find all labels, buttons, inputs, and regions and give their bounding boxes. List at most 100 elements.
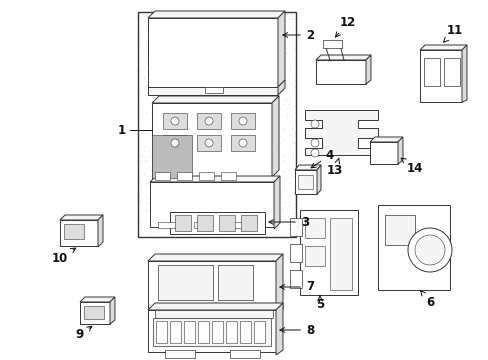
Point — [204, 160, 212, 166]
Bar — [212, 321, 223, 343]
Point — [166, 53, 174, 59]
Point — [194, 87, 202, 93]
Point — [187, 11, 195, 17]
Point — [256, 156, 264, 162]
Point — [281, 17, 288, 22]
Point — [200, 41, 207, 46]
Point — [263, 71, 270, 76]
Point — [172, 37, 180, 42]
Point — [280, 152, 287, 158]
Point — [210, 21, 218, 27]
Point — [225, 174, 233, 179]
Point — [231, 12, 239, 18]
Point — [142, 129, 150, 135]
Point — [288, 126, 296, 132]
Point — [172, 161, 180, 167]
Point — [279, 126, 286, 132]
Point — [144, 121, 152, 126]
Point — [185, 15, 193, 21]
Point — [226, 20, 234, 26]
Point — [158, 35, 165, 41]
Point — [290, 47, 298, 53]
Point — [191, 190, 199, 196]
Point — [184, 143, 192, 149]
Point — [286, 172, 294, 177]
Point — [266, 34, 274, 40]
Point — [183, 184, 190, 189]
Point — [260, 167, 268, 173]
Point — [285, 184, 293, 190]
Point — [160, 197, 167, 202]
Point — [179, 61, 187, 67]
Point — [196, 221, 203, 227]
Point — [144, 199, 152, 204]
Bar — [152, 103, 271, 178]
Point — [245, 183, 253, 188]
Polygon shape — [315, 55, 370, 60]
Point — [155, 91, 163, 96]
Point — [170, 149, 178, 155]
Point — [240, 157, 247, 163]
Point — [160, 154, 168, 160]
Point — [261, 165, 268, 171]
Point — [288, 222, 296, 228]
Point — [257, 26, 265, 32]
Point — [208, 120, 216, 126]
Point — [222, 29, 230, 35]
Point — [160, 35, 167, 40]
Bar — [148, 18, 278, 90]
Bar — [241, 215, 257, 231]
Point — [291, 83, 299, 89]
Point — [159, 144, 167, 150]
Point — [245, 198, 253, 204]
Point — [276, 106, 284, 112]
Point — [224, 198, 232, 204]
Point — [241, 66, 249, 71]
Point — [244, 28, 251, 34]
Point — [250, 33, 258, 39]
Point — [187, 167, 195, 172]
Point — [225, 84, 233, 90]
Point — [224, 216, 232, 222]
Point — [207, 192, 215, 198]
Point — [209, 93, 217, 99]
Bar — [305, 246, 325, 266]
Point — [276, 75, 284, 81]
Point — [262, 49, 270, 55]
Point — [275, 166, 283, 171]
Point — [142, 87, 150, 93]
Point — [183, 135, 191, 141]
Point — [159, 129, 167, 135]
Point — [196, 167, 203, 172]
Point — [135, 88, 142, 94]
Point — [223, 96, 231, 102]
Point — [200, 109, 207, 115]
Point — [215, 137, 223, 143]
Point — [218, 10, 226, 16]
Point — [137, 183, 145, 189]
Point — [138, 136, 146, 142]
Point — [174, 130, 182, 136]
Point — [254, 43, 262, 49]
Point — [223, 62, 231, 68]
Point — [150, 229, 158, 235]
Point — [235, 19, 243, 25]
Point — [266, 139, 274, 145]
Point — [165, 145, 173, 150]
Point — [281, 33, 288, 39]
Point — [164, 57, 172, 63]
Point — [222, 141, 230, 147]
Point — [236, 126, 244, 132]
Point — [187, 87, 195, 93]
Point — [219, 212, 227, 218]
Point — [180, 72, 188, 78]
Text: 2: 2 — [282, 28, 313, 41]
Point — [256, 168, 264, 174]
Point — [210, 155, 218, 161]
Point — [160, 113, 167, 118]
Point — [146, 122, 154, 127]
Point — [261, 19, 268, 25]
Point — [205, 74, 213, 80]
Point — [186, 107, 194, 112]
Point — [195, 207, 203, 213]
